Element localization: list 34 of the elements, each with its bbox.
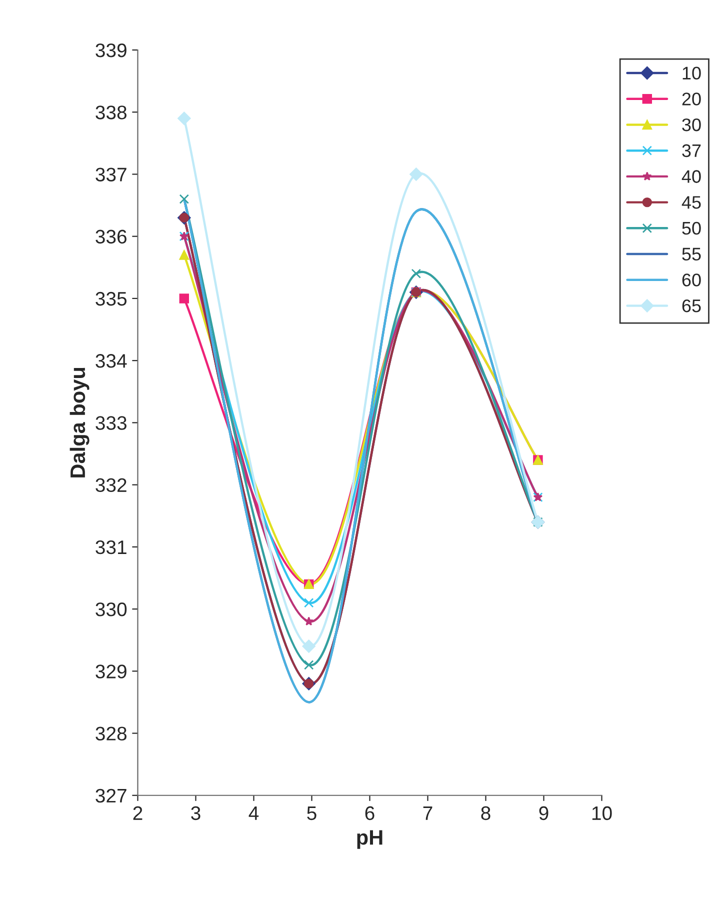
legend-label: 37	[682, 144, 701, 158]
y-tick-label: 333	[96, 416, 126, 430]
x-tick-label: 7	[423, 806, 432, 820]
y-tick-label: 327	[96, 788, 126, 803]
legend-label: 30	[682, 118, 701, 132]
y-tick-label: 338	[96, 106, 126, 120]
x-tick-label: 2	[133, 806, 142, 820]
legend-label: 55	[682, 248, 701, 261]
y-tick-label: 339	[96, 43, 126, 58]
y-tick-label: 335	[96, 292, 127, 306]
x-tick-label: 8	[481, 806, 490, 820]
x-axis-title: pH	[357, 830, 382, 849]
y-tick-label: 331	[96, 540, 126, 554]
legend-label: 40	[682, 170, 701, 183]
y-axis-title: Dalga boyu	[70, 368, 90, 478]
legend-label: 50	[682, 222, 701, 235]
legend-label: 20	[682, 92, 701, 106]
legend-label: 10	[682, 66, 701, 80]
y-tick-label: 336	[96, 230, 126, 244]
x-tick-label: 10	[592, 806, 612, 820]
y-tick-label: 328	[96, 726, 126, 740]
x-tick-label: 6	[365, 806, 374, 820]
x-tick-label: 4	[248, 806, 259, 820]
x-tick-label: 3	[191, 806, 200, 820]
y-tick-label: 329	[96, 664, 126, 678]
legend-label: 45	[682, 196, 701, 209]
legend-label: 60	[682, 274, 701, 286]
x-tick-label: 9	[539, 806, 548, 820]
y-tick-label: 334	[96, 354, 127, 368]
x-tick-label: 5	[307, 806, 316, 820]
y-tick-label: 332	[96, 478, 126, 492]
legend-label: 65	[682, 299, 701, 312]
y-tick-label: 337	[96, 168, 126, 182]
y-tick-label: 330	[96, 602, 127, 616]
